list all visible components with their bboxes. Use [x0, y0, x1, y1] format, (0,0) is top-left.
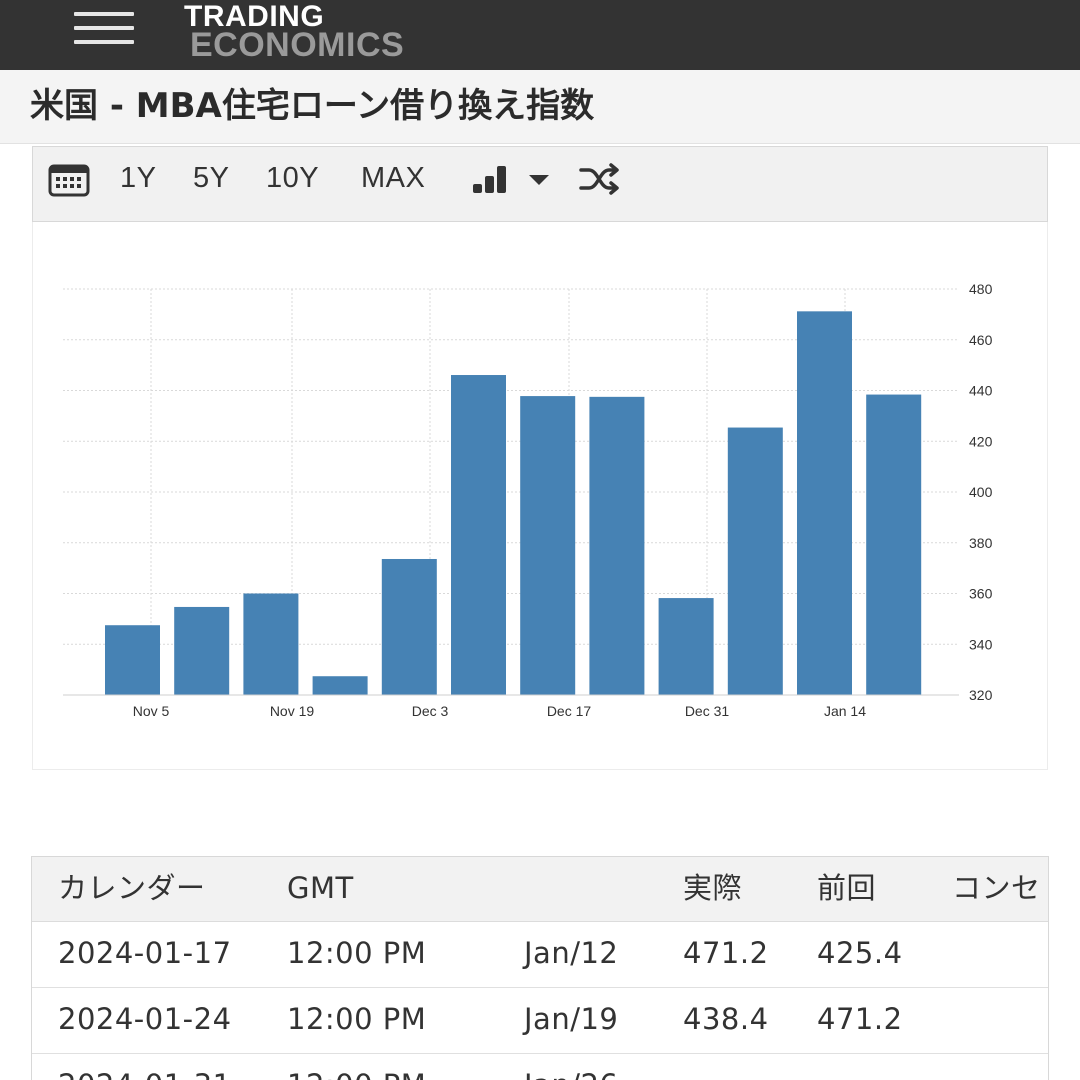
shuffle-icon[interactable]: [578, 163, 622, 195]
top-bar: TRADING ECONOMICS: [0, 0, 1080, 70]
bar[interactable]: [451, 375, 506, 695]
bar[interactable]: [520, 396, 576, 695]
bar[interactable]: [658, 598, 714, 695]
x-tick-label: Dec 31: [685, 703, 730, 719]
bar[interactable]: [797, 311, 852, 695]
y-tick-label: 440: [969, 383, 993, 399]
bar[interactable]: [727, 427, 783, 695]
logo-line-2: ECONOMICS: [190, 26, 405, 64]
header-actual: 実際: [683, 871, 743, 905]
row-reference: Jan/12: [524, 936, 619, 970]
y-tick-label: 320: [969, 687, 993, 703]
row-reference: Jan/19: [524, 1002, 619, 1036]
bar[interactable]: [589, 396, 645, 695]
row-date: 2024-01-24: [58, 1002, 232, 1036]
title-bar: 米国 - MBA住宅ローン借り換え指数: [0, 70, 1080, 144]
header-consensus: コンセ: [952, 871, 1041, 905]
row-time: 12:00 PM: [287, 936, 427, 970]
row-previous: 471.2: [817, 1002, 903, 1036]
table-row[interactable]: 2024-01-17 12:00 PM Jan/12 471.2 425.4: [32, 922, 1048, 988]
x-tick-label: Nov 5: [133, 703, 170, 719]
chart-area: 320 340 360 380 400 420 440 460 480 Nov 5 Nov 19 De…: [32, 222, 1048, 770]
bar-chart: 320 340 360 380 400 420 440 460 480 Nov 5 Nov 19 De…: [63, 281, 993, 719]
range-10y-button[interactable]: 10Y: [266, 162, 320, 194]
range-5y-button[interactable]: 5Y: [193, 162, 230, 194]
table-header: カレンダー GMT 実際 前回 コンセ: [32, 857, 1048, 922]
header-gmt: GMT: [287, 871, 354, 905]
x-tick-label: Jan 14: [824, 703, 866, 719]
menu-icon[interactable]: [72, 8, 136, 48]
calendar-icon[interactable]: [48, 163, 90, 197]
y-tick-label: 460: [969, 332, 993, 348]
row-date: 2024-01-31: [58, 1054, 232, 1080]
logo-line-1: TRADING: [184, 0, 325, 33]
bar[interactable]: [381, 558, 437, 695]
row-previous: 425.4: [817, 936, 903, 970]
bar[interactable]: [312, 676, 368, 695]
bar[interactable]: [105, 625, 160, 695]
row-time: 12:00 PM: [287, 1002, 427, 1036]
calendar-table: カレンダー GMT 実際 前回 コンセ 2024-01-17 12:00 PM …: [31, 856, 1049, 1080]
row-actual: 471.2: [683, 936, 769, 970]
row-actual: 438.4: [683, 1002, 769, 1036]
y-tick-label: 380: [969, 535, 993, 551]
range-max-button[interactable]: MAX: [361, 162, 426, 194]
y-tick-label: 340: [969, 636, 993, 652]
bar[interactable]: [866, 394, 922, 695]
header-previous: 前回: [817, 871, 877, 905]
logo[interactable]: TRADING ECONOMICS: [184, 0, 484, 64]
row-date: 2024-01-17: [58, 936, 232, 970]
x-tick-label: Dec 3: [412, 703, 449, 719]
y-tick-label: 420: [969, 433, 993, 449]
bar[interactable]: [174, 606, 230, 695]
page-title: 米国 - MBA住宅ローン借り換え指数: [30, 86, 595, 126]
bar[interactable]: [243, 593, 299, 696]
chevron-down-icon[interactable]: [527, 172, 551, 186]
x-tick-label: Dec 17: [547, 703, 592, 719]
x-tick-label: Nov 19: [270, 703, 315, 719]
bar-chart-icon[interactable]: [471, 164, 511, 194]
range-1y-button[interactable]: 1Y: [120, 162, 157, 194]
table-row[interactable]: 2024-01-31 12:00 PM Jan/26: [32, 1054, 1048, 1080]
y-tick-label: 360: [969, 586, 993, 602]
y-tick-label: 480: [969, 281, 993, 297]
chart-toolbar: 1Y 5Y 10Y MAX: [32, 146, 1048, 222]
row-reference: Jan/26: [524, 1054, 618, 1080]
y-tick-label: 400: [969, 484, 993, 500]
table-row[interactable]: 2024-01-24 12:00 PM Jan/19 438.4 471.2: [32, 988, 1048, 1054]
row-time: 12:00 PM: [287, 1054, 426, 1080]
header-calendar: カレンダー: [58, 871, 206, 905]
